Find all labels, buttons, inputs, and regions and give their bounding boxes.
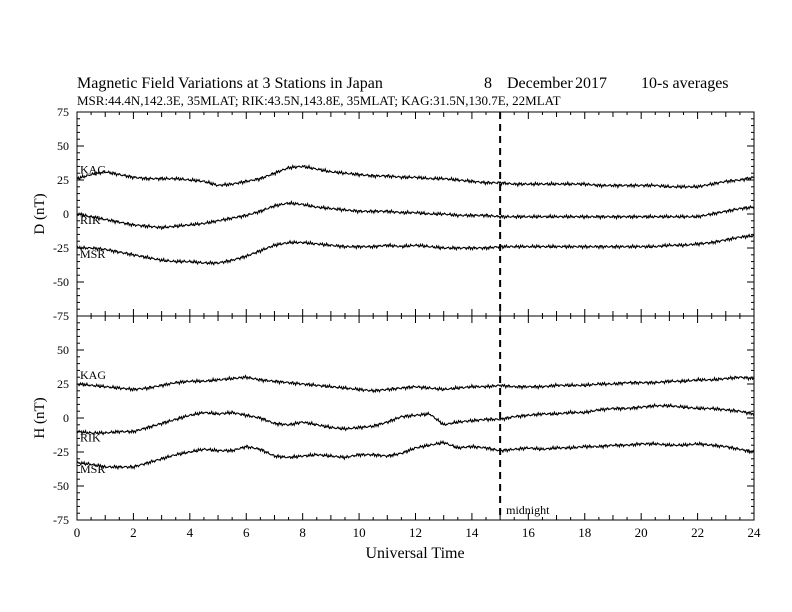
series-line-rik-d [76,200,755,231]
y-tick-label-h: -75 [53,513,69,527]
y-tick-label-d: 25 [57,173,69,187]
y-tick-label-d: -25 [53,241,69,255]
x-axis-title: Universal Time [365,545,464,562]
x-tick-label: 12 [409,525,422,540]
series-label-rik-d: RIK [80,213,101,227]
title-year: 2017 [575,75,607,92]
x-tick-label: 20 [635,525,648,540]
y-tick-label-h: 25 [57,377,69,391]
series-line-msr-d [76,233,755,266]
y-tick-label-d: -50 [53,275,69,289]
x-tick-label: 14 [465,525,479,540]
chart-title: Magnetic Field Variations at 3 Stations … [77,75,383,92]
panel-d-frame [76,111,755,317]
series-label-msr-h: MSR [80,462,105,476]
x-tick-label: 22 [691,525,704,540]
x-tick-label: 18 [578,525,591,540]
chart-marks: 75 50 25 0 -25 -50 -75 KAG RIK MSR 50 25 0 -25 -50 -75 K… [53,105,761,540]
series-label-rik-h: RIK [80,431,101,445]
y-tick-label-d: 50 [57,139,69,153]
x-tick-label: 24 [748,525,762,540]
series-label-msr-d: MSR [80,247,105,261]
y-tick-label-h: 0 [63,411,69,425]
series-label-kag-h: KAG [80,368,106,382]
title-day: 8 [484,75,492,92]
x-tick-label: 10 [353,525,366,540]
x-tick-label: 6 [243,525,250,540]
y-axis-title-d: D (nT) [32,193,48,234]
x-tick-label: 16 [522,525,536,540]
y-tick-label-d: -75 [53,309,69,323]
y-tick-label-h: 50 [57,343,69,357]
title-month: December [507,75,573,92]
y-tick-label-h: -25 [53,445,69,459]
y-axis-title-h: H (nT) [32,397,48,438]
title-averaging: 10-s averages [641,75,729,92]
x-tick-label: 0 [74,525,81,540]
y-tick-label-h: -50 [53,479,69,493]
series-line-kag-d [76,163,755,189]
stations-subtitle: MSR:44.4N,142.3E, 35MLAT; RIK:43.5N,143.… [77,93,561,108]
y-tick-label-d: 0 [63,207,69,221]
y-tick-label-d: 75 [57,105,69,119]
series-line-rik-h [76,402,755,436]
x-tick-label: 4 [187,525,194,540]
series-line-kag-h [76,374,755,394]
midnight-label: midnight [506,503,550,517]
series-line-msr-h [76,439,755,471]
x-tick-label: 8 [299,525,306,540]
series-label-kag-d: KAG [80,163,106,177]
x-tick-label: 2 [130,525,137,540]
